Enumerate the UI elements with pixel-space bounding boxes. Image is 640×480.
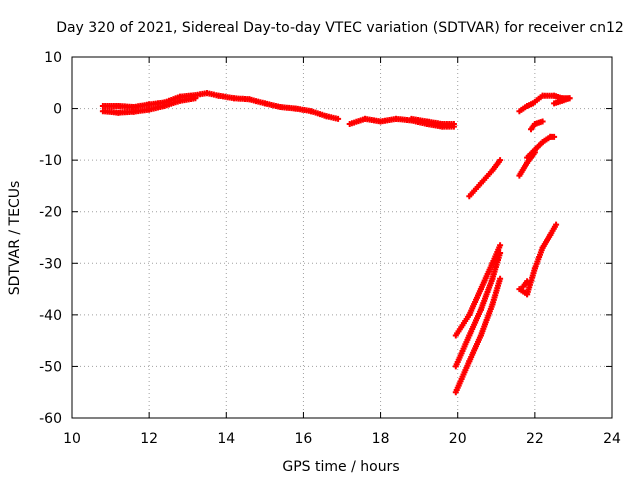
tick-marks bbox=[71, 56, 613, 419]
data-point bbox=[553, 221, 560, 228]
data-point bbox=[497, 242, 504, 249]
series-arc-12 bbox=[516, 100, 536, 115]
x-tick-label: 22 bbox=[526, 431, 544, 447]
series-arc-9 bbox=[516, 149, 538, 179]
data-point bbox=[497, 157, 504, 164]
series-layer bbox=[99, 90, 573, 396]
series-arc-15 bbox=[516, 221, 560, 298]
y-tick-label: -20 bbox=[39, 205, 62, 221]
x-tick-label: 18 bbox=[372, 431, 390, 447]
y-axis-label: SDTVAR / TECUs bbox=[7, 181, 23, 296]
series-arc-7 bbox=[452, 250, 504, 370]
series-arc-1 bbox=[99, 90, 342, 122]
data-point bbox=[524, 278, 531, 285]
series-arc-4 bbox=[408, 115, 457, 127]
chart-title: Day 320 of 2021, Sidereal Day-to-day VTE… bbox=[56, 20, 624, 36]
data-point bbox=[192, 95, 199, 102]
series-arc-14 bbox=[551, 95, 573, 107]
data-point bbox=[539, 118, 546, 125]
x-tick-label: 10 bbox=[63, 431, 81, 447]
x-tick-label: 24 bbox=[603, 431, 621, 447]
x-tick-labels: 10 12 14 16 18 20 22 24 bbox=[63, 431, 621, 447]
x-tick-label: 16 bbox=[295, 431, 313, 447]
x-tick-label: 20 bbox=[449, 431, 467, 447]
series-arc-5 bbox=[466, 157, 504, 200]
series-arc-6 bbox=[452, 242, 504, 339]
x-axis-label: GPS time / hours bbox=[282, 459, 399, 475]
y-tick-label: 10 bbox=[44, 50, 62, 66]
plot-frame bbox=[71, 56, 613, 419]
x-tick-label: 12 bbox=[140, 431, 158, 447]
data-point bbox=[566, 95, 573, 102]
data-point bbox=[497, 250, 504, 256]
series-arc-16 bbox=[520, 278, 531, 290]
data-point bbox=[497, 275, 504, 282]
y-tick-label: -10 bbox=[39, 153, 62, 169]
series-arc-10 bbox=[524, 133, 558, 161]
y-tick-label: -30 bbox=[39, 256, 62, 272]
grid bbox=[72, 57, 612, 418]
y-tick-label: 0 bbox=[53, 102, 62, 118]
series-arc-8 bbox=[452, 275, 504, 396]
x-tick-label: 14 bbox=[217, 431, 235, 447]
data-point bbox=[551, 133, 558, 140]
series-arc-2 bbox=[99, 95, 199, 116]
y-tick-label: -60 bbox=[39, 411, 62, 427]
data-point bbox=[450, 121, 457, 127]
data-point bbox=[335, 115, 342, 122]
y-tick-label: -50 bbox=[39, 359, 62, 375]
series-arc-11 bbox=[528, 118, 546, 133]
y-tick-label: -40 bbox=[39, 308, 62, 324]
y-tick-labels: 10 0 -10 -20 -30 -40 -50 -60 bbox=[39, 50, 62, 427]
